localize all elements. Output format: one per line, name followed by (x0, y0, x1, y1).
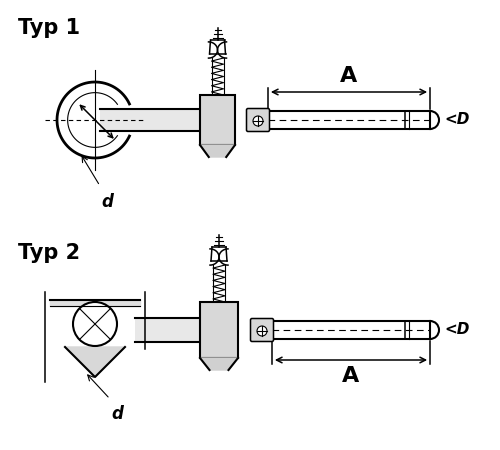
Circle shape (253, 116, 263, 126)
Text: Typ 1: Typ 1 (18, 18, 80, 38)
Text: Typ 2: Typ 2 (18, 243, 80, 263)
Polygon shape (50, 300, 140, 306)
Circle shape (257, 326, 267, 336)
Text: <D: <D (444, 112, 469, 127)
Bar (200, 302, 238, 358)
FancyBboxPatch shape (246, 108, 270, 131)
Text: <D: <D (444, 323, 469, 338)
Polygon shape (200, 358, 238, 370)
FancyBboxPatch shape (250, 319, 274, 342)
Bar (200, 95, 235, 145)
Circle shape (73, 302, 117, 346)
Bar (100, 109, 220, 131)
Text: d: d (111, 405, 123, 423)
Polygon shape (200, 145, 235, 157)
Polygon shape (65, 347, 125, 377)
Text: A: A (342, 366, 359, 386)
Bar (135, 318, 218, 342)
Text: A: A (340, 66, 357, 86)
Text: d: d (101, 193, 113, 211)
